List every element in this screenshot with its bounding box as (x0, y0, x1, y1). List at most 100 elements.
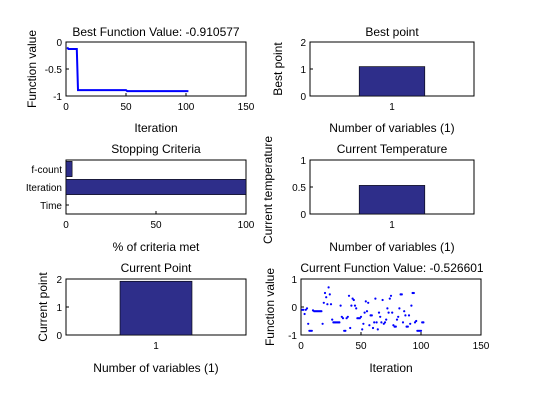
current-function-value-panel: Current Function Value: -0.526601 Iterat… (263, 261, 490, 375)
data-point (385, 318, 388, 321)
data-point (325, 296, 328, 299)
data-point (409, 322, 412, 325)
x-tick-label: 100 (413, 341, 430, 352)
data-point (376, 328, 379, 331)
data-point (305, 307, 309, 310)
data-point (364, 300, 367, 303)
data-point (398, 307, 401, 310)
x-tick-label: 0 (298, 341, 304, 352)
data-point (363, 311, 366, 314)
y-ticks: -1 -0.5 0 (45, 38, 69, 103)
y-tick-label: 1 (56, 303, 62, 314)
x-axis-label: Number of variables (1) (93, 361, 218, 375)
y-tick-label: 0 (300, 92, 306, 103)
data-point (338, 321, 341, 324)
data-point (374, 297, 377, 300)
data-point (410, 304, 413, 307)
best-function-value-panel: Best Function Value: -0.910577 Iteration… (25, 25, 255, 135)
x-tick-label: 0 (63, 220, 69, 231)
bar (358, 185, 426, 215)
x-axis-label: Number of variables (1) (329, 121, 454, 135)
data-point (362, 322, 365, 325)
series-marks (358, 185, 426, 215)
data-point (403, 310, 406, 313)
y-tick-label: 2 (300, 38, 306, 49)
y-tick-label: -1 (288, 331, 297, 342)
y-axis-label: Function value (25, 30, 39, 108)
data-point (371, 326, 375, 330)
x-tick-label: 100 (178, 102, 195, 113)
data-point (322, 301, 325, 304)
y-ticks: 00.51 (292, 156, 313, 221)
chart-title: Current Point (121, 261, 192, 275)
y-tick-label: 1 (300, 65, 306, 76)
chart-title: Current Function Value: -0.526601 (300, 261, 484, 275)
y-tick-label: 0 (291, 303, 297, 314)
data-point (379, 315, 382, 318)
y-axis-label: Function value (263, 268, 277, 346)
chart-title: Stopping Criteria (111, 142, 201, 156)
y-tick-label: 0 (56, 38, 62, 49)
chart-title: Best Function Value: -0.910577 (72, 25, 240, 39)
y-ticks: 0 1 2 (300, 38, 313, 103)
x-tick-label: 1 (389, 220, 395, 231)
category-label: Time (40, 201, 62, 212)
data-point (377, 311, 381, 314)
data-point (391, 311, 394, 314)
data-point (383, 321, 387, 324)
series-marks (301, 286, 425, 332)
best-point-panel: Best point Number of variables (1) Best … (271, 25, 475, 135)
x-tick-label: 1 (153, 341, 159, 352)
data-point (404, 314, 407, 317)
data-point (323, 291, 327, 295)
data-point (394, 325, 397, 328)
data-point (373, 321, 376, 324)
data-point (388, 297, 391, 300)
bar (119, 280, 193, 336)
current-point-panel: Current Point Number of variables (1) Cu… (36, 261, 247, 375)
series-marks (358, 66, 426, 97)
data-point (352, 298, 355, 302)
data-point (375, 321, 378, 324)
data-point (389, 294, 393, 297)
data-point (415, 319, 418, 323)
x-tick-label: 50 (355, 341, 367, 352)
data-point (307, 322, 310, 325)
bar (65, 179, 247, 195)
y-tick-label: 0 (56, 331, 62, 342)
data-point (419, 329, 423, 332)
data-point (339, 304, 342, 307)
x-axis-label: Iteration (369, 361, 412, 375)
data-point (327, 286, 330, 289)
x-tick-label: 50 (150, 220, 162, 231)
data-point (395, 318, 399, 321)
y-axis-label: Current point (36, 272, 50, 342)
data-point (346, 315, 349, 318)
data-point (381, 298, 384, 302)
y-tick-label: 1 (291, 275, 297, 286)
data-point (365, 310, 369, 313)
data-point (400, 293, 403, 296)
x-tick-label: 150 (238, 102, 255, 113)
chart-title: Current Temperature (337, 142, 448, 156)
data-point (347, 294, 351, 297)
bar (358, 66, 426, 97)
data-point (407, 314, 411, 317)
data-point (321, 322, 324, 325)
x-tick-label: 0 (63, 102, 69, 113)
data-point (412, 291, 415, 295)
y-tick-label: -1 (53, 92, 62, 103)
y-tick-label: 0 (300, 210, 306, 221)
series-marks (65, 161, 247, 195)
data-point (367, 301, 370, 304)
data-point (422, 321, 425, 324)
data-point (387, 311, 390, 314)
series-line (66, 46, 189, 93)
y-tick-label: -0.5 (45, 65, 63, 76)
data-point (350, 304, 353, 307)
data-point (359, 315, 363, 318)
data-point (303, 312, 306, 316)
x-axis-label: Iteration (134, 121, 177, 135)
chart-title: Best point (365, 25, 419, 39)
